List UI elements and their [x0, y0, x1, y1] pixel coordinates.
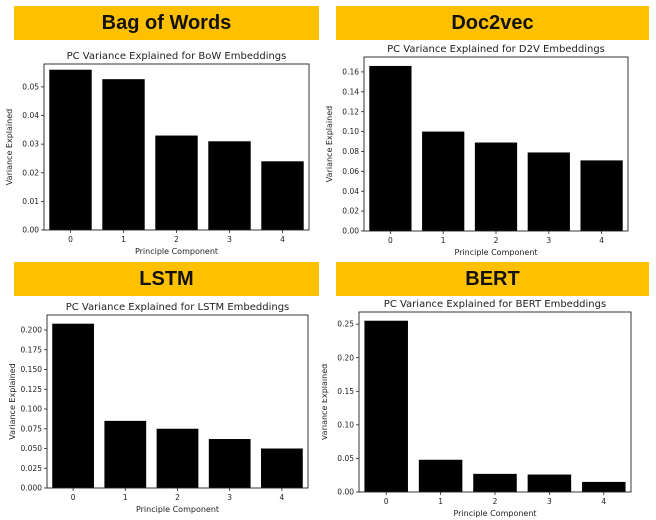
chart-title: PC Variance Explained for D2V Embeddings	[387, 44, 605, 55]
axes-frame	[363, 56, 629, 232]
x-axis-label: Principle Component	[454, 248, 537, 257]
y-tick-label: 0.100	[21, 405, 43, 414]
banner-bert: BERT	[336, 262, 649, 296]
y-tick-label: 0.00	[22, 226, 39, 235]
bar-pc-1	[418, 459, 463, 492]
banner-bag-of-words: Bag of Words	[14, 6, 319, 40]
y-tick-label: 0.20	[337, 353, 354, 362]
bar-pc-4	[261, 448, 303, 488]
axes-frame	[43, 63, 310, 231]
x-tick-label: 4	[601, 497, 606, 506]
y-tick-label: 0.125	[21, 385, 43, 394]
bar-pc-1	[102, 79, 145, 230]
x-tick-label: 1	[123, 493, 128, 502]
y-tick-label: 0.25	[337, 320, 354, 329]
y-tick-label: 0.04	[22, 111, 39, 120]
x-tick-label: 2	[494, 236, 499, 245]
x-tick-label: 3	[547, 497, 552, 506]
y-tick-label: 0.01	[22, 197, 39, 206]
axes-frame	[46, 314, 309, 489]
bar-pc-4	[261, 161, 304, 230]
bar-pc-0	[49, 69, 92, 230]
bar-pc-2	[473, 473, 517, 492]
y-tick-label: 0.02	[342, 207, 359, 216]
bar-pc-4	[582, 481, 626, 492]
x-tick-label: 1	[441, 236, 446, 245]
x-tick-label: 3	[227, 235, 232, 244]
y-axis-label: Variance Explained	[325, 106, 334, 182]
chart-title: PC Variance Explained for BoW Embeddings	[67, 51, 287, 62]
y-tick-label: 0.12	[342, 107, 359, 116]
x-tick-label: 0	[71, 493, 76, 502]
x-tick-label: 2	[493, 497, 498, 506]
bar-chart-bert: PC Variance Explained for BERT Embedding…	[322, 299, 632, 518]
bar-pc-4	[580, 160, 623, 231]
x-tick-label: 4	[280, 235, 285, 244]
y-axis-label: Variance Explained	[8, 363, 17, 439]
y-tick-label: 0.00	[342, 227, 359, 236]
y-tick-label: 0.04	[342, 187, 359, 196]
y-tick-label: 0.200	[21, 326, 43, 335]
y-axis-label: Variance Explained	[5, 109, 14, 185]
y-tick-label: 0.16	[342, 68, 359, 77]
x-tick-label: 1	[121, 235, 126, 244]
y-tick-label: 0.02	[22, 168, 39, 177]
bar-pc-3	[527, 474, 572, 492]
x-axis-label: Principle Component	[135, 247, 218, 256]
y-axis-label: Variance Explained	[322, 364, 329, 440]
y-tick-label: 0.14	[342, 87, 359, 96]
chart-panel-bow: PC Variance Explained for BoW Embeddings…	[0, 40, 328, 258]
x-axis-label: Principle Component	[453, 509, 536, 518]
x-tick-label: 1	[438, 497, 443, 506]
bar-chart-lstm: PC Variance Explained for LSTM Embedding…	[8, 302, 309, 514]
x-tick-label: 2	[174, 235, 179, 244]
bar-pc-2	[155, 135, 198, 230]
chart-title: PC Variance Explained for BERT Embedding…	[384, 299, 606, 310]
y-tick-label: 0.06	[342, 167, 359, 176]
banner-lstm: LSTM	[14, 262, 319, 296]
banner-doc2vec: Doc2vec	[336, 6, 649, 40]
y-tick-label: 0.15	[337, 387, 354, 396]
bar-pc-3	[208, 141, 251, 230]
bar-pc-3	[208, 439, 251, 488]
x-tick-label: 0	[68, 235, 73, 244]
y-tick-label: 0.10	[342, 127, 359, 136]
bar-pc-2	[474, 142, 518, 231]
bar-chart-d2v: PC Variance Explained for D2V Embeddings…	[325, 44, 629, 257]
chart-panel-bert: PC Variance Explained for BERT Embedding…	[322, 294, 656, 520]
bar-pc-0	[369, 65, 412, 231]
y-tick-label: 0.150	[21, 365, 43, 374]
chart-title: PC Variance Explained for LSTM Embedding…	[66, 302, 290, 313]
x-tick-label: 4	[280, 493, 285, 502]
y-tick-label: 0.025	[21, 464, 43, 473]
chart-panel-d2v: PC Variance Explained for D2V Embeddings…	[322, 40, 656, 258]
x-tick-label: 0	[388, 236, 393, 245]
axes-frame	[358, 311, 632, 493]
x-tick-label: 3	[227, 493, 232, 502]
y-tick-label: 0.08	[342, 147, 359, 156]
bar-chart-bow: PC Variance Explained for BoW Embeddings…	[5, 51, 310, 256]
y-tick-label: 0.03	[22, 140, 39, 149]
y-tick-label: 0.000	[21, 484, 43, 493]
y-tick-label: 0.05	[337, 454, 354, 463]
x-tick-label: 4	[599, 236, 604, 245]
y-tick-label: 0.10	[337, 420, 354, 429]
bar-pc-3	[527, 152, 570, 231]
x-tick-label: 2	[175, 493, 180, 502]
bar-pc-1	[104, 420, 147, 488]
bar-pc-0	[52, 323, 94, 488]
bar-pc-2	[156, 428, 199, 488]
chart-panel-lstm: PC Variance Explained for LSTM Embedding…	[0, 298, 328, 518]
x-tick-label: 3	[546, 236, 551, 245]
y-tick-label: 0.050	[21, 444, 43, 453]
y-tick-label: 0.175	[21, 345, 43, 354]
bar-pc-1	[422, 131, 465, 231]
y-tick-label: 0.075	[21, 424, 43, 433]
x-tick-label: 0	[384, 497, 389, 506]
x-axis-label: Principle Component	[136, 505, 219, 514]
y-tick-label: 0.00	[337, 488, 354, 497]
bar-pc-0	[364, 320, 408, 492]
y-tick-label: 0.05	[22, 82, 39, 91]
